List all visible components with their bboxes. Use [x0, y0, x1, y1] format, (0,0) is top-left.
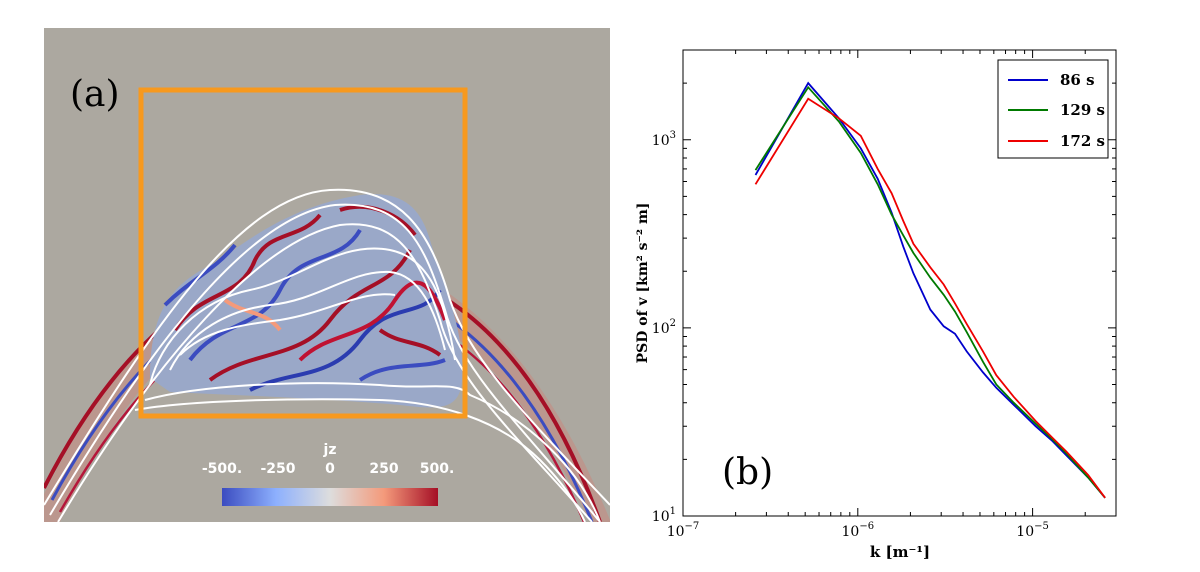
x-axis-label: k [m⁻¹]	[870, 543, 930, 561]
series-line-1	[754, 85, 1106, 499]
series-layer	[754, 81, 1106, 499]
simulation-image: jz -500. -250 0 250 500.	[44, 188, 610, 522]
plot-frame	[682, 49, 1117, 517]
legend: 86 s 129 s 172 s	[997, 59, 1109, 159]
turbulent-region	[150, 194, 463, 408]
psd-chart: 10−7 10−6 10−5 101 102 103 k [m⁻¹] PSD o…	[635, 49, 1117, 561]
series-line-2	[754, 97, 1106, 499]
colorbar-tick: 250	[369, 461, 398, 477]
colorbar-gradient	[222, 488, 438, 506]
colorbar-tick: -500.	[202, 461, 242, 477]
colorbar-title: jz	[323, 442, 337, 458]
colorbar-tick: 0	[325, 461, 335, 477]
x-tick-label: 10−6	[842, 521, 875, 540]
simulation-panel: jz -500. -250 0 250 500. (a)	[44, 28, 610, 522]
legend-label: 172 s	[1060, 132, 1105, 150]
panel-a-label: (a)	[70, 74, 120, 115]
highlight-box	[138, 87, 468, 419]
x-tick-label: 10−7	[667, 521, 700, 540]
legend-label: 129 s	[1060, 101, 1105, 119]
y-tick-label: 101	[652, 506, 676, 525]
colorbar: jz -500. -250 0 250 500.	[202, 442, 454, 506]
series-line-0	[754, 81, 1106, 499]
legend-label: 86 s	[1060, 71, 1095, 89]
colorbar-tick: 500.	[420, 461, 455, 477]
y-tick-label: 102	[652, 318, 676, 337]
field-lines	[44, 188, 610, 522]
colorbar-tick: -250	[260, 461, 295, 477]
panel-b-label: (b)	[722, 452, 773, 493]
x-tick-label: 10−5	[1016, 521, 1049, 540]
y-tick-label: 103	[652, 130, 676, 149]
y-axis-label: PSD of v [km² s⁻² m]	[635, 203, 651, 364]
